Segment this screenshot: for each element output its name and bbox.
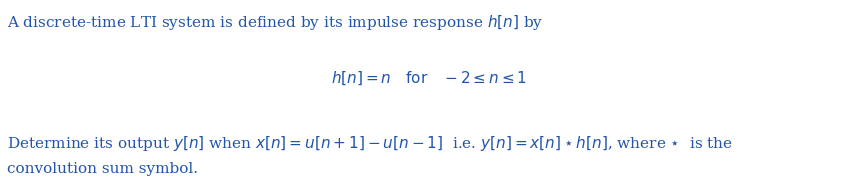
Text: convolution sum symbol.: convolution sum symbol.: [7, 162, 198, 176]
Text: $h[n] = n \quad \mathrm{for} \quad -2 \leq n \leq 1$: $h[n] = n \quad \mathrm{for} \quad -2 \l…: [331, 70, 527, 87]
Text: A discrete-time LTI system is defined by its impulse response $h[n]$ by: A discrete-time LTI system is defined by…: [7, 13, 543, 32]
Text: Determine its output $y[n]$ when $x[n] = u[n+1] - u[n-1]$  i.e. $y[n] = x[n] \st: Determine its output $y[n]$ when $x[n] =…: [7, 134, 733, 153]
